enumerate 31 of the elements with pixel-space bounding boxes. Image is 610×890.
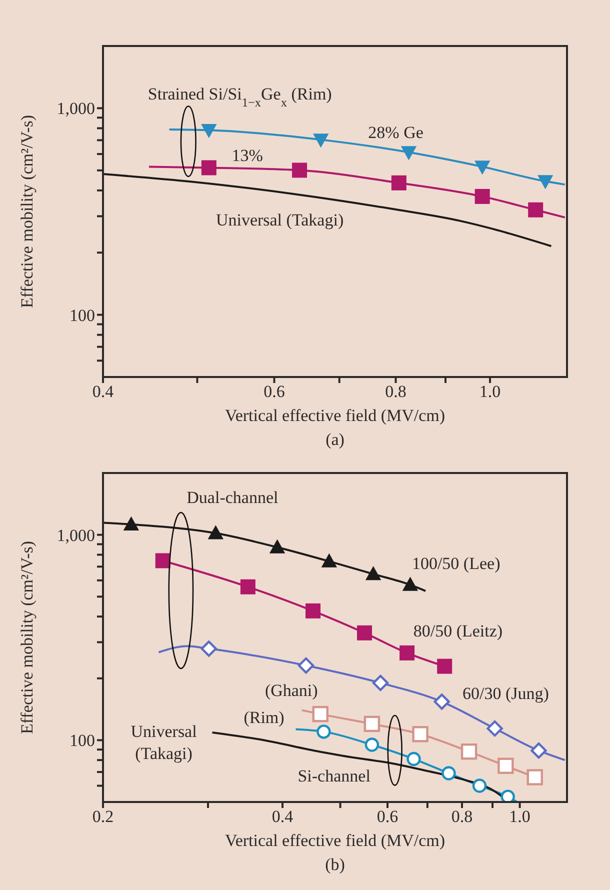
y-tick-label: 100 (70, 306, 95, 325)
x-tick-label: 0.8 (385, 382, 406, 402)
annotation: Universal (Takagi) (216, 210, 344, 230)
annotation: Dual-channel (186, 488, 279, 508)
x-tick-label: 0.6 (376, 807, 398, 826)
y-axis-title: Effective mobility (cm²/V-s) (18, 114, 36, 308)
annotation: Universal (Takagi) (130, 722, 198, 764)
annotation: 13% (232, 146, 263, 166)
y-tick-label: 1,000 (56, 526, 95, 545)
x-tick-label: 0.4 (92, 382, 114, 402)
y-axis-title: Effective mobility (cm²/V-s) (18, 540, 36, 734)
annotation: 100/50 (Lee) (412, 554, 500, 574)
text: (b) (324, 855, 346, 875)
x-axis-title: Vertical effective field (MV/cm) (224, 831, 446, 851)
annotation: Si-channel (298, 766, 371, 786)
x-axis-title: Vertical effective field (MV/cm) (224, 406, 446, 426)
annotation: (Ghani) (264, 681, 318, 700)
annotation: Strained Si/Si$_{1−x}$Ge$_{x}$ (Rim) (148, 84, 332, 110)
x-tick-label: 0.2 (92, 807, 114, 826)
x-tick-label: 0.6 (264, 382, 285, 402)
annotation: 60/30 (Jung) (462, 684, 549, 704)
text: (a) (324, 430, 346, 450)
x-tick-label: 1.0 (479, 382, 501, 402)
annotation: (Rim) (244, 708, 284, 728)
annotation: 80/50 (Leitz) (413, 621, 503, 640)
y-tick-label: 1,000 (56, 99, 95, 118)
annotation: 28% Ge (368, 123, 424, 142)
x-tick-label: 1.0 (509, 807, 530, 826)
y-tick-label: 100 (70, 731, 95, 750)
x-tick-label: 0.4 (272, 807, 294, 826)
x-tick-label: 0.8 (451, 807, 473, 826)
